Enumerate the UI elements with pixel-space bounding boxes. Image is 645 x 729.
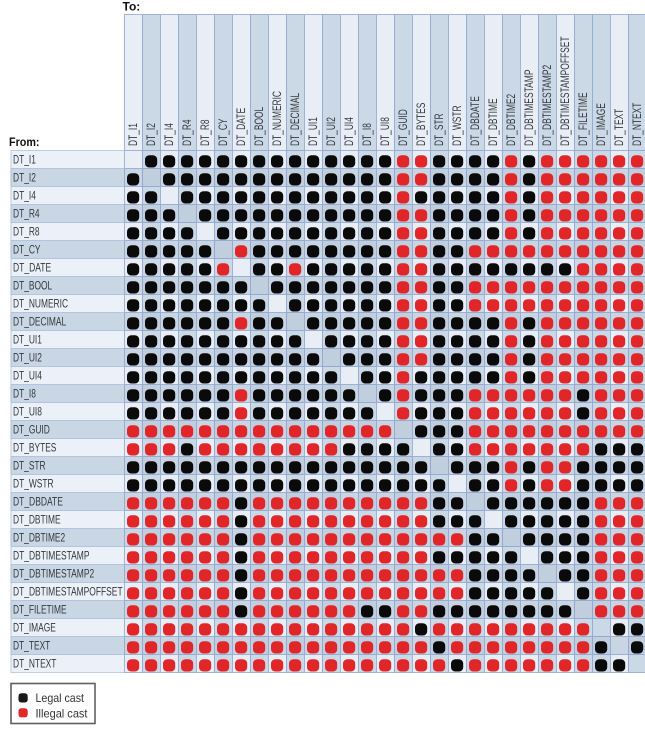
svg-text:DT_BYTES: DT_BYTES bbox=[416, 102, 428, 146]
svg-text:DT_TEXT: DT_TEXT bbox=[13, 641, 50, 653]
svg-text:DT_DBDATE: DT_DBDATE bbox=[13, 497, 63, 509]
svg-text:DT_UI8: DT_UI8 bbox=[13, 407, 42, 419]
svg-text:DT_I4: DT_I4 bbox=[13, 191, 36, 203]
svg-text:DT_I8: DT_I8 bbox=[362, 123, 374, 146]
svg-text:DT_WSTR: DT_WSTR bbox=[452, 105, 464, 146]
svg-text:DT_R8: DT_R8 bbox=[13, 227, 40, 239]
svg-text:DT_NTEXT: DT_NTEXT bbox=[13, 659, 56, 671]
svg-text:DT_STR: DT_STR bbox=[434, 113, 446, 146]
svg-text:DT_WSTR: DT_WSTR bbox=[13, 479, 54, 491]
svg-text:DT_NUMERIC: DT_NUMERIC bbox=[272, 91, 284, 146]
svg-text:DT_CY: DT_CY bbox=[218, 118, 230, 146]
svg-text:DT_I4: DT_I4 bbox=[164, 123, 176, 146]
svg-text:DT_UI2: DT_UI2 bbox=[13, 353, 42, 365]
svg-text:DT_GUID: DT_GUID bbox=[13, 425, 50, 437]
svg-text:DT_DBTIME2: DT_DBTIME2 bbox=[13, 533, 65, 545]
svg-text:DT_NUMERIC: DT_NUMERIC bbox=[13, 299, 68, 311]
svg-text:Legal cast: Legal cast bbox=[36, 691, 85, 705]
svg-text:From:: From: bbox=[9, 135, 40, 149]
svg-text:DT_IMAGE: DT_IMAGE bbox=[13, 623, 56, 635]
svg-text:DT_BOOL: DT_BOOL bbox=[13, 281, 53, 293]
svg-text:DT_I8: DT_I8 bbox=[13, 389, 36, 401]
svg-text:DT_R4: DT_R4 bbox=[13, 209, 40, 221]
svg-text:To:: To: bbox=[123, 0, 141, 14]
svg-text:DT_FILETIME: DT_FILETIME bbox=[578, 92, 590, 146]
svg-text:DT_I2: DT_I2 bbox=[13, 173, 36, 185]
svg-text:DT_DATE: DT_DATE bbox=[236, 108, 248, 146]
svg-text:DT_DECIMAL: DT_DECIMAL bbox=[13, 317, 67, 329]
svg-text:DT_BYTES: DT_BYTES bbox=[13, 443, 57, 455]
svg-text:DT_DBTIME: DT_DBTIME bbox=[13, 515, 61, 527]
svg-text:DT_CY: DT_CY bbox=[13, 245, 41, 257]
svg-text:DT_UI1: DT_UI1 bbox=[13, 335, 42, 347]
svg-text:DT_GUID: DT_GUID bbox=[398, 109, 410, 146]
svg-text:DT_UI4: DT_UI4 bbox=[13, 371, 42, 383]
svg-text:DT_UI4: DT_UI4 bbox=[344, 117, 356, 146]
svg-text:DT_FILETIME: DT_FILETIME bbox=[13, 605, 67, 617]
svg-text:DT_I1: DT_I1 bbox=[13, 155, 36, 167]
svg-text:DT_I2: DT_I2 bbox=[146, 123, 158, 146]
svg-text:DT_DBTIME2: DT_DBTIME2 bbox=[506, 94, 518, 146]
svg-text:DT_UI2: DT_UI2 bbox=[326, 117, 338, 146]
svg-text:DT_IMAGE: DT_IMAGE bbox=[596, 103, 608, 146]
svg-text:DT_NTEXT: DT_NTEXT bbox=[632, 103, 644, 146]
svg-text:DT_UI8: DT_UI8 bbox=[380, 117, 392, 146]
svg-text:DT_DBTIMESTAMP2: DT_DBTIMESTAMP2 bbox=[542, 65, 554, 146]
svg-text:DT_DBTIME: DT_DBTIME bbox=[488, 98, 500, 146]
svg-text:DT_DBTIMESTAMPOFFSET: DT_DBTIMESTAMPOFFSET bbox=[13, 587, 123, 599]
svg-text:DT_DBDATE: DT_DBDATE bbox=[470, 96, 482, 146]
svg-text:DT_I1: DT_I1 bbox=[128, 123, 140, 146]
svg-text:Illegal cast: Illegal cast bbox=[36, 706, 89, 720]
svg-text:DT_R8: DT_R8 bbox=[200, 119, 212, 146]
svg-text:DT_UI1: DT_UI1 bbox=[308, 117, 320, 146]
svg-text:DT_DECIMAL: DT_DECIMAL bbox=[290, 92, 302, 146]
svg-text:DT_DBTIMESTAMP2: DT_DBTIMESTAMP2 bbox=[13, 569, 94, 581]
svg-text:DT_DATE: DT_DATE bbox=[13, 263, 51, 275]
svg-text:DT_STR: DT_STR bbox=[13, 461, 46, 473]
svg-text:DT_R4: DT_R4 bbox=[182, 119, 194, 146]
svg-text:DT_DBTIMESTAMPOFFSET: DT_DBTIMESTAMPOFFSET bbox=[560, 36, 572, 146]
svg-text:DT_DBTIMESTAMP: DT_DBTIMESTAMP bbox=[524, 69, 536, 146]
svg-text:DT_TEXT: DT_TEXT bbox=[614, 109, 626, 146]
svg-text:DT_BOOL: DT_BOOL bbox=[254, 106, 266, 146]
svg-text:DT_DBTIMESTAMP: DT_DBTIMESTAMP bbox=[13, 551, 90, 563]
